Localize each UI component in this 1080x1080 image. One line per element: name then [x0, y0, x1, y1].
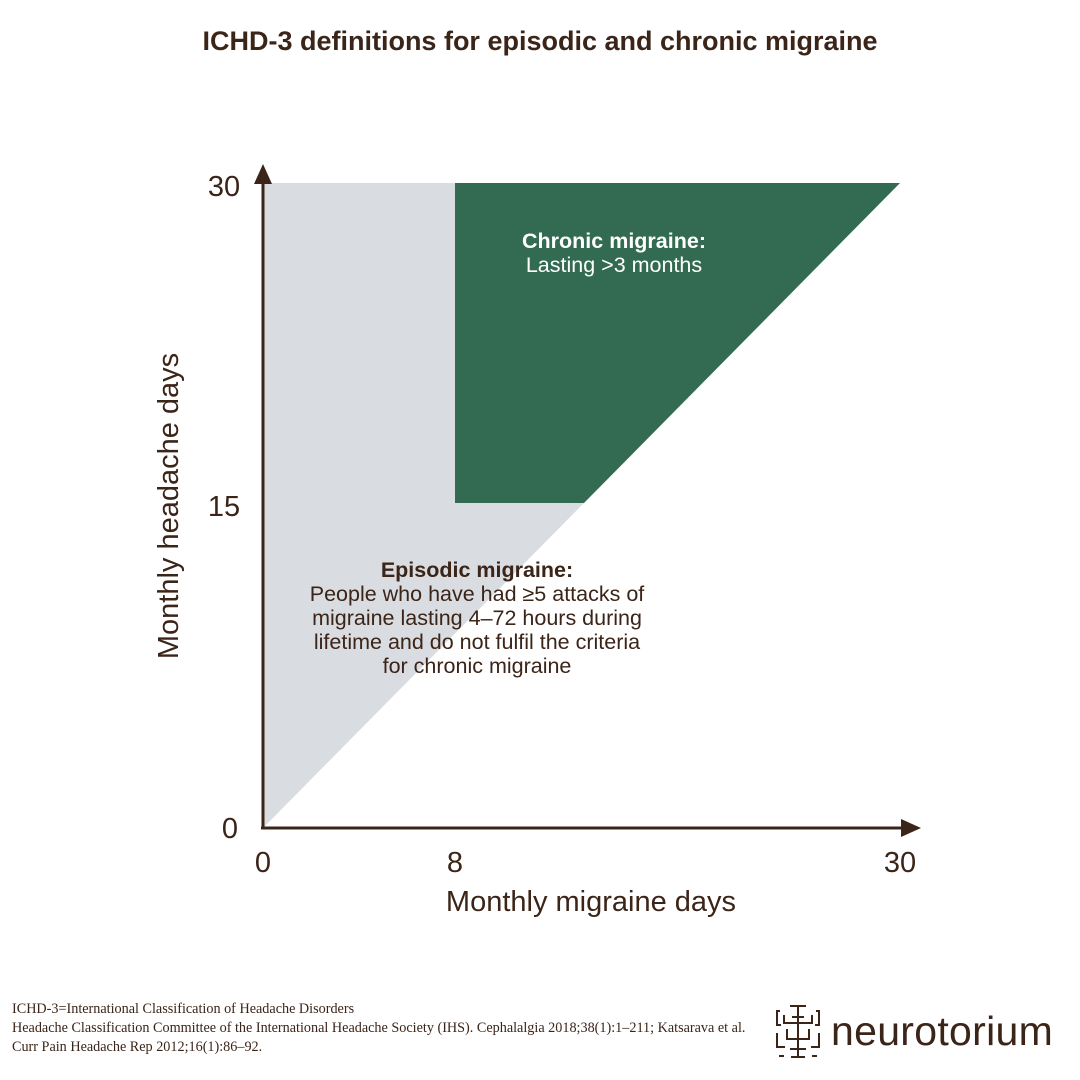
footnote: ICHD-3=International Classification of H… — [12, 1000, 772, 1057]
footnote-abbreviation: ICHD-3=International Classification of H… — [12, 1001, 355, 1017]
chronic-region — [455, 183, 900, 503]
logo: neurotorium — [775, 1003, 1053, 1059]
y-tick-15: 15 — [208, 491, 240, 523]
episodic-line: migraine lasting 4–72 hours during — [312, 606, 642, 630]
chronic-heading: Chronic migraine: — [522, 229, 706, 253]
chart-title: ICHD-3 definitions for episodic and chro… — [202, 26, 878, 56]
y-axis-label: Monthly headache days — [153, 353, 185, 659]
chronic-label: Chronic migraine: Lasting >3 months — [455, 229, 773, 277]
x-tick-8: 8 — [447, 847, 463, 879]
y-tick-0: 0 — [222, 813, 238, 845]
footnote-references: Headache Classification Committee of the… — [12, 1020, 746, 1055]
episodic-line: for chronic migraine — [382, 654, 572, 678]
episodic-line: lifetime and do not fulfil the criteria — [313, 630, 641, 654]
neurotorium-logo-icon — [776, 1005, 820, 1058]
x-tick-0: 0 — [255, 847, 271, 879]
episodic-line: People who have had ≥5 attacks of — [309, 582, 645, 606]
x-axis-label: Monthly migraine days — [446, 886, 736, 918]
y-axis-arrow-icon — [254, 164, 272, 184]
x-tick-30: 30 — [884, 847, 916, 879]
y-tick-30: 30 — [208, 171, 240, 203]
logo-text: neurotorium — [831, 1007, 1054, 1054]
episodic-label: Episodic migraine: People who have had ≥… — [272, 558, 682, 678]
x-axis-arrow-icon — [901, 819, 921, 837]
episodic-heading: Episodic migraine: — [380, 558, 574, 582]
chronic-line: Lasting >3 months — [525, 253, 703, 277]
